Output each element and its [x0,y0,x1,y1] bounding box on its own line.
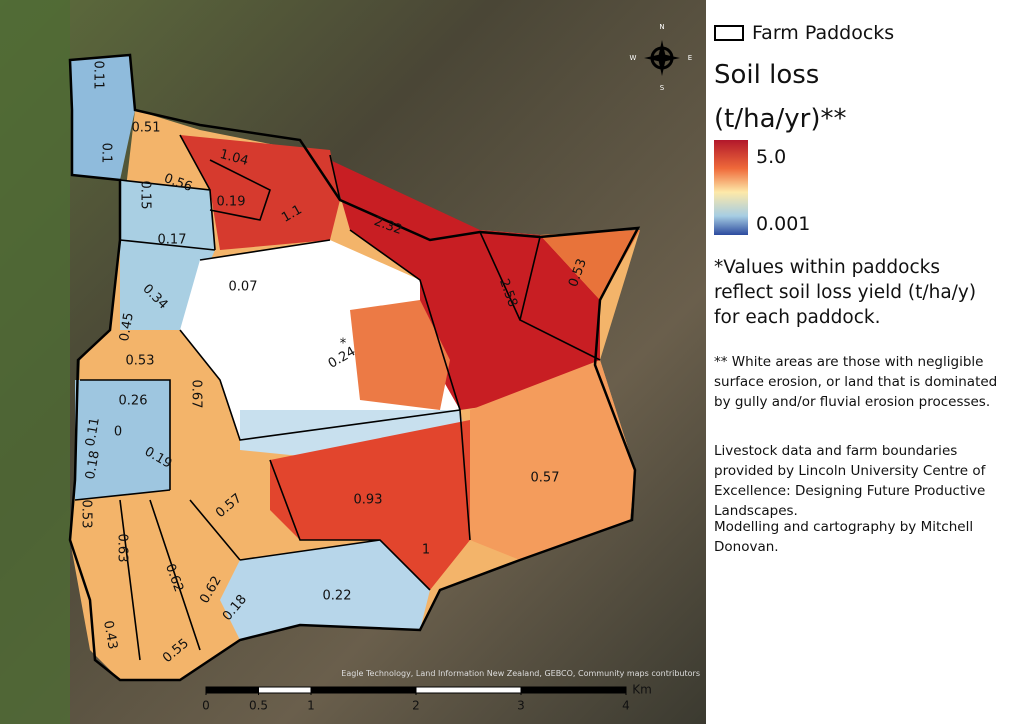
legend-unit: (t/ha/yr)** [714,104,847,134]
map: 0.110.510.1 1.040.560.15 0.191.12.320.170.… [0,0,706,724]
paddock-label: 0.53 [79,500,94,529]
paddock-label: 0.93 [354,493,383,508]
paddock-label: 0.11 [83,416,103,447]
scale-segment [311,687,416,693]
paddock-label: 0.67 [189,380,204,409]
scale-label: 2 [412,699,420,713]
paddock-label: 0 [114,425,122,440]
paddock-label: 0.45 [117,311,137,342]
paddock-label: 0.18 [83,449,103,480]
scale-label: 4 [622,699,630,713]
data-credit: Livestock data and farm boundaries provi… [714,443,986,519]
scale-segment [206,687,259,693]
scale-label: 0 [202,699,210,713]
scale-bar: 0 0.5 1 2 3 4Km [202,683,652,713]
author-credit: Modelling and cartography by Mitchell Do… [714,519,974,555]
values-note: *Values within paddocks reflect soil los… [714,257,977,328]
farm-boundary [68,53,641,682]
paddock-label: 0.57 [531,471,560,486]
paddock-label: 0.22 [323,589,352,604]
scale-label: 3 [517,699,525,713]
paddock-label: 0.53 [126,354,155,369]
asterisk: * [340,337,347,352]
paddock-label: 0.26 [119,394,148,409]
color-bar [714,140,748,235]
legend-max: 5.0 [756,146,787,168]
legend-min: 0.001 [756,213,811,235]
paddock-label: 0.17 [158,233,187,248]
white-areas-note: ** White areas are those with negligible… [714,354,998,410]
compass-letter: S [660,84,665,92]
scale-segment [521,687,626,693]
compass [644,40,680,76]
paddock-label: 0.43 [100,619,120,650]
paddock-label: 0.11 [91,61,106,90]
compass-letter: N [659,23,664,31]
farmland [0,0,70,724]
paddock-label: 0.07 [229,280,258,295]
erosion-surface [70,55,640,680]
paddock-label: 0.51 [132,121,161,136]
legend-boundary-swatch [714,25,744,41]
scale-label: 0.5 [249,699,268,713]
paddock-label: 0.1 [99,143,114,164]
paddock-label: 0.63 [115,534,130,563]
paddock-label: 0.15 [138,181,153,210]
legend-title: Soil loss [714,60,820,90]
scale-label: 1 [307,699,315,713]
attribution: Eagle Technology, Land Information New Z… [341,669,700,678]
paddock-label: 0.19 [217,195,246,210]
paddock-boundaries [74,134,601,661]
paddock-label: 1 [422,543,430,558]
scale-unit: Km [632,683,652,697]
compass-letter: E [688,54,692,62]
legend-boundary-label: Farm Paddocks [752,22,895,44]
paddock-label: 1.04 [218,147,250,169]
legend-boundary: Farm Paddocks [714,22,894,44]
compass-letter: W [630,54,637,62]
